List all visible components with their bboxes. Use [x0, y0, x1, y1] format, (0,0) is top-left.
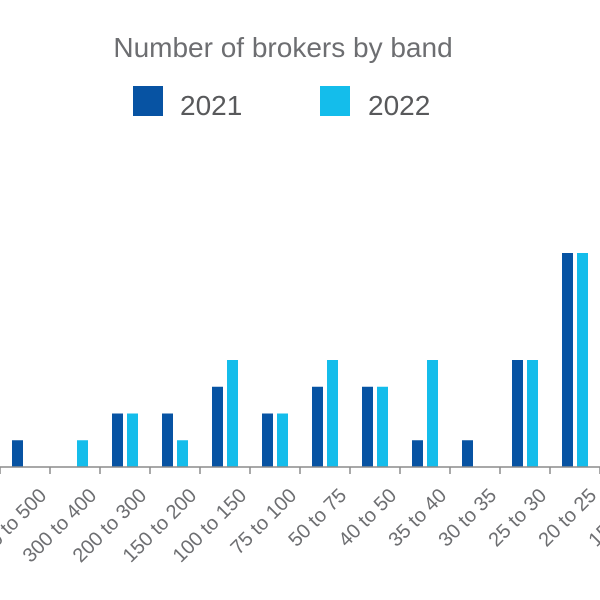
bars-group: [12, 253, 588, 467]
chart-title: Number of brokers by band: [113, 32, 452, 63]
bar-2021-3: [162, 413, 173, 467]
bar-2022-4: [227, 360, 238, 467]
bar-2022-8: [427, 360, 438, 467]
bar-2021-8: [412, 440, 423, 467]
bar-2021-11: [562, 253, 573, 467]
bar-2021-2: [112, 413, 123, 467]
bar-2022-10: [527, 360, 538, 467]
bar-2022-7: [377, 386, 388, 467]
bar-2021-6: [312, 386, 323, 467]
bar-2022-5: [277, 413, 288, 467]
legend: 2021 2022: [133, 86, 430, 121]
legend-swatch-2021: [133, 86, 163, 116]
bar-2021-9: [462, 440, 473, 467]
bar-2022-2: [127, 413, 138, 467]
bar-2021-10: [512, 360, 523, 467]
bar-2022-3: [177, 440, 188, 467]
legend-label-2021: 2021: [180, 90, 242, 121]
legend-swatch-2022: [320, 86, 350, 116]
bar-2022-11: [577, 253, 588, 467]
bar-2021-0: [12, 440, 23, 467]
bar-2021-4: [212, 386, 223, 467]
legend-label-2022: 2022: [368, 90, 430, 121]
bar-2022-6: [327, 360, 338, 467]
x-axis-ticks: [0, 467, 600, 474]
bar-2021-5: [262, 413, 273, 467]
bar-2021-7: [362, 386, 373, 467]
bar-2022-1: [77, 440, 88, 467]
